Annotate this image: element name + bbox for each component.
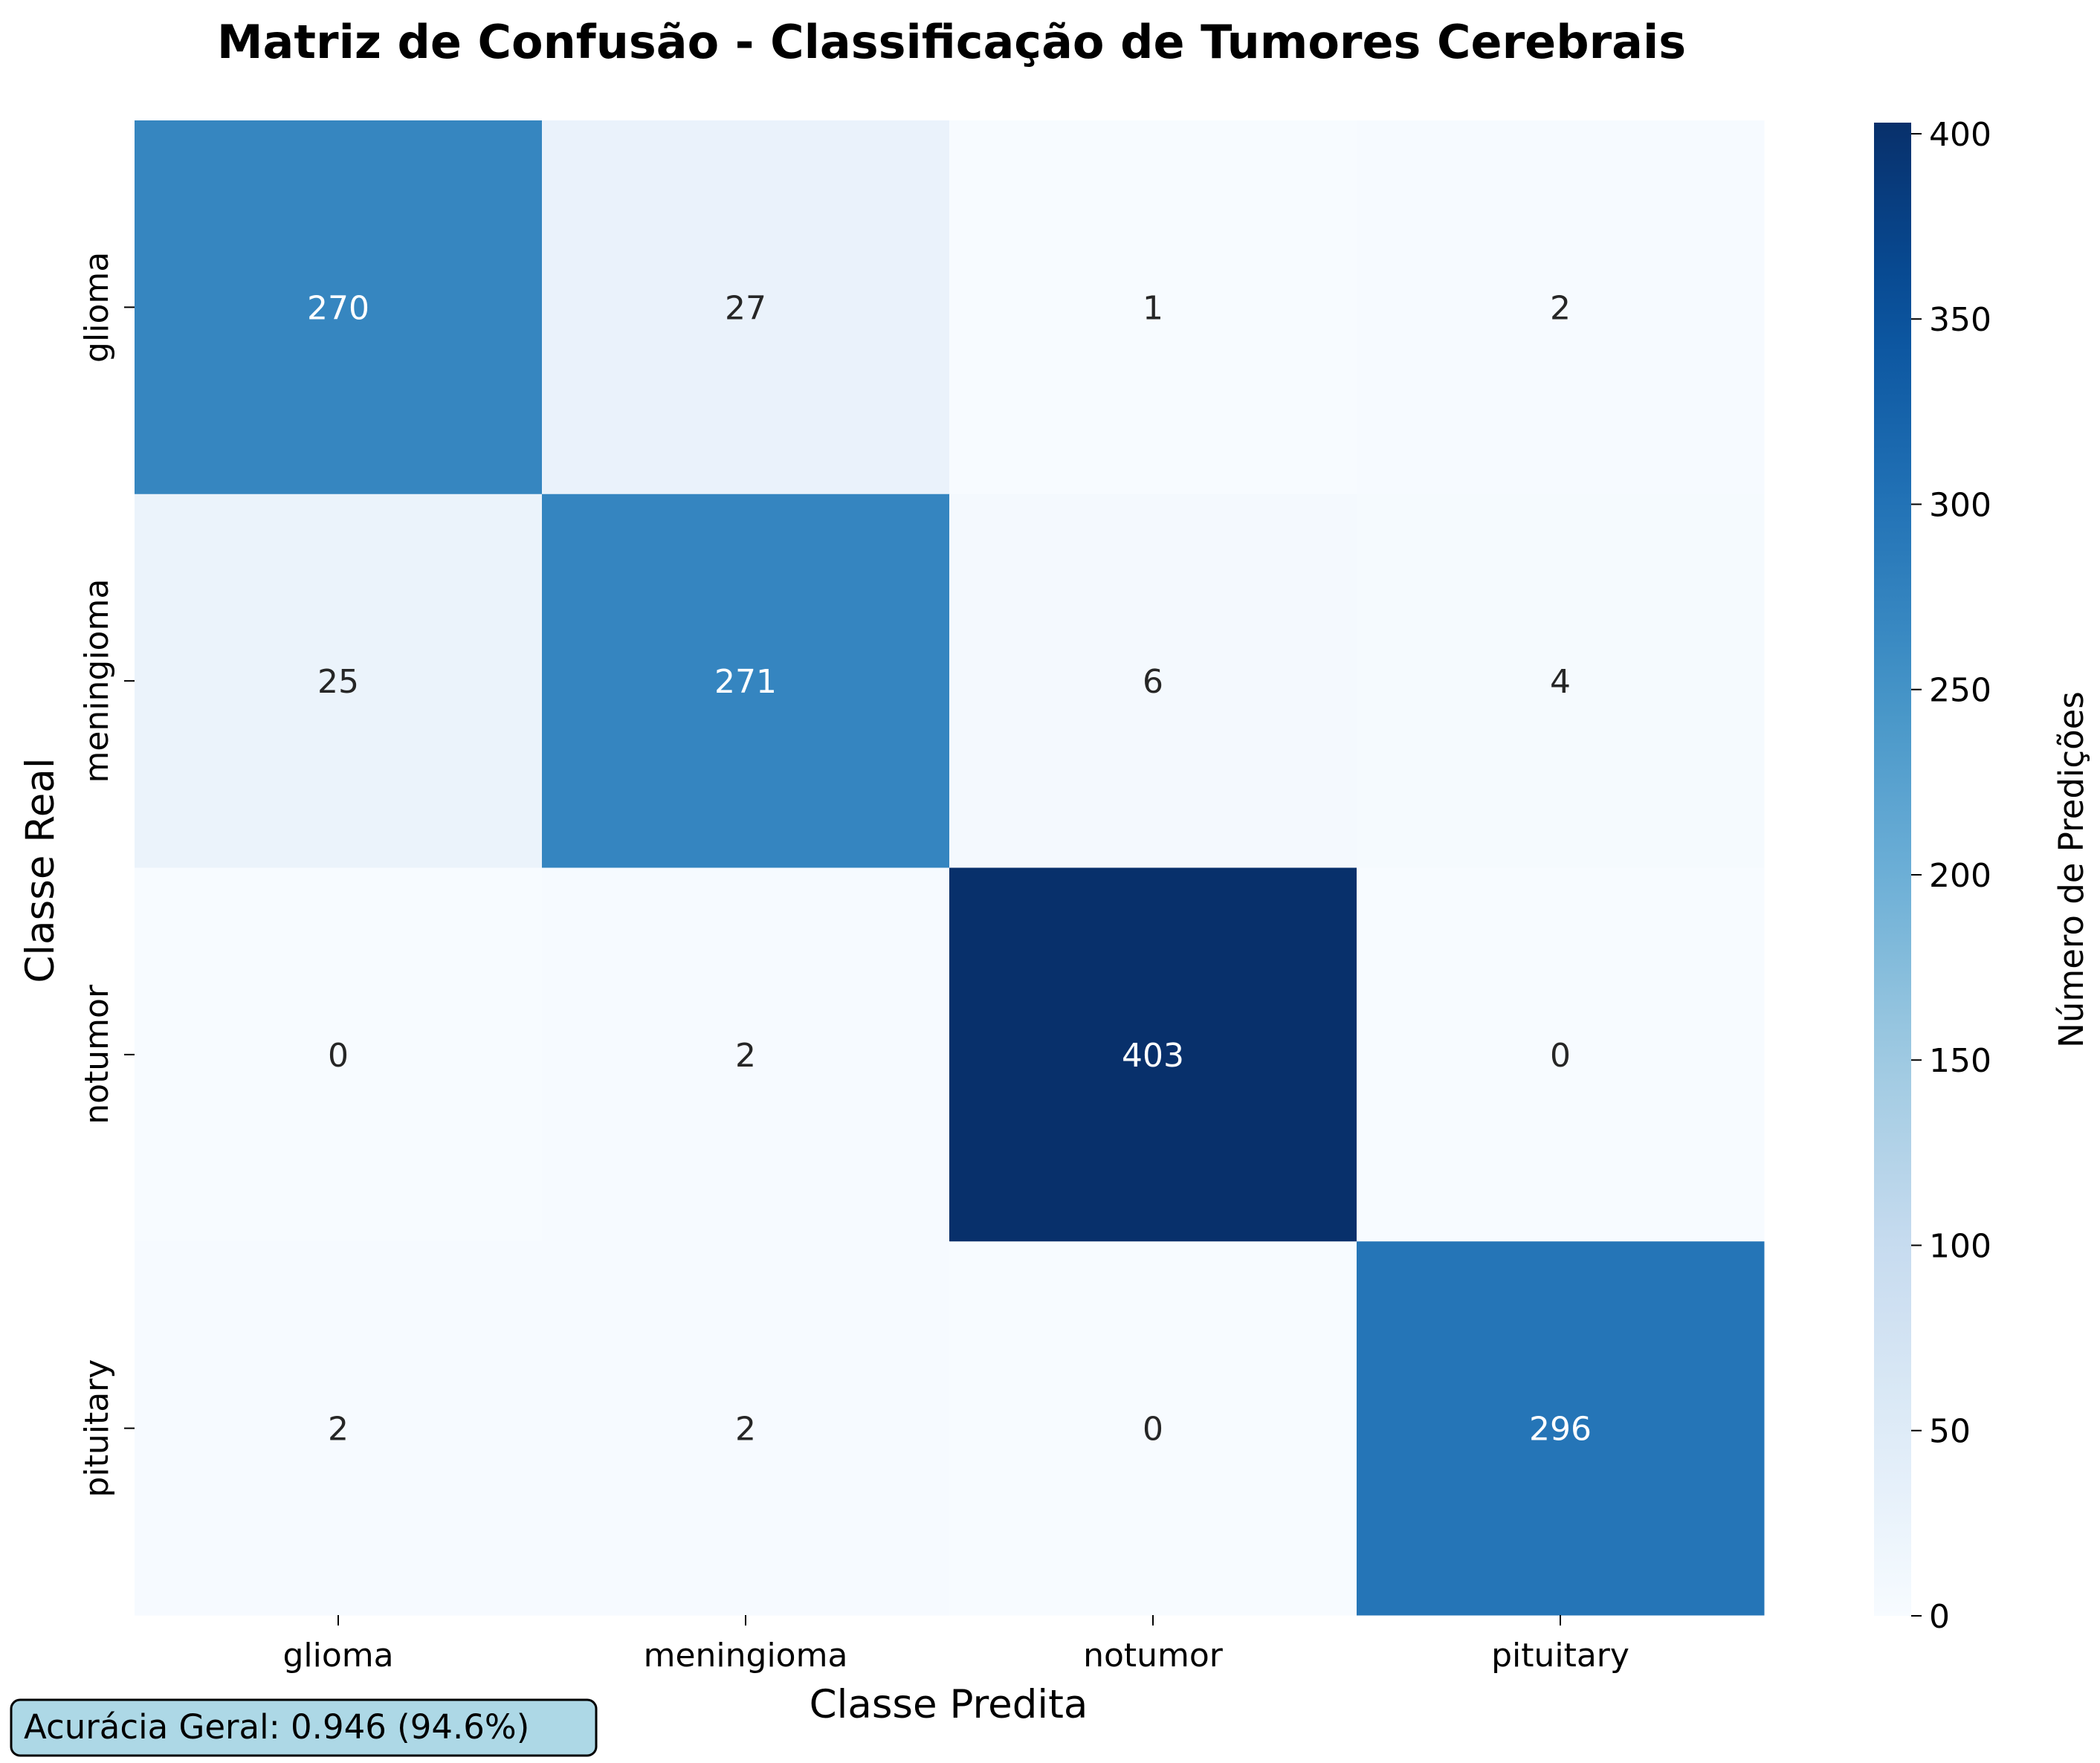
heatmap-cell xyxy=(949,494,1357,868)
heatmap-cell-label: 2 xyxy=(328,1411,349,1449)
heatmap-cell xyxy=(542,120,950,495)
x-tick-label: glioma xyxy=(282,1637,393,1675)
heatmap-cell xyxy=(135,1241,543,1616)
heatmap-cell-label: 296 xyxy=(1529,1411,1592,1449)
colorbar-ticks: 0 50 100 150 200 250 300 350 400 xyxy=(1911,116,1991,1636)
colorbar-tick-label: 0 xyxy=(1929,1598,1950,1636)
heatmap-cell xyxy=(1357,867,1765,1242)
colorbar-tick-label: 100 xyxy=(1929,1227,1991,1265)
heatmap-cell-label: 0 xyxy=(328,1037,349,1075)
accuracy-badge-box xyxy=(10,1698,598,1757)
y-axis: glioma meningioma notumor pituitary xyxy=(78,252,135,1498)
heatmap-cell-label: 1 xyxy=(1143,289,1163,327)
accuracy-badge-text: Acurácia Geral: 0.946 (94.6%) xyxy=(24,1707,529,1747)
heatmap-cell-label: 270 xyxy=(307,289,369,327)
x-axis: glioma meningioma notumor pituitary xyxy=(282,1615,1629,1675)
heatmap-cell xyxy=(1357,120,1765,495)
colorbar-tick-label: 250 xyxy=(1929,672,1991,710)
heatmap-cell-label: 403 xyxy=(1122,1037,1184,1075)
colorbar xyxy=(1874,123,1911,1616)
colorbar-tick-label: 50 xyxy=(1929,1413,1971,1451)
heatmap-cell-label: 0 xyxy=(1550,1037,1571,1075)
heatmap-cell xyxy=(949,867,1357,1242)
heatmap-cell-label: 271 xyxy=(714,663,777,701)
colorbar-tick-label: 400 xyxy=(1929,116,1991,154)
heatmap-cell xyxy=(135,494,543,868)
x-tick-label: pituitary xyxy=(1491,1637,1629,1675)
heatmap-cell-labels: 270 27 1 225 271 6 40 2 403 02 2 0 296 xyxy=(307,289,1592,1448)
heatmap-cell-label: 4 xyxy=(1550,663,1571,701)
y-tick-label: glioma xyxy=(78,252,116,363)
heatmap-cell-label: 6 xyxy=(1143,663,1163,701)
heatmap-cell-label: 0 xyxy=(1143,1411,1163,1449)
colorbar-tick-label: 200 xyxy=(1929,857,1991,895)
heatmap-cells xyxy=(135,120,1765,1616)
heatmap-cell-label: 2 xyxy=(735,1411,756,1449)
y-tick-label: pituitary xyxy=(78,1359,116,1498)
heatmap-cell xyxy=(135,867,543,1242)
accuracy-badge: Acurácia Geral: 0.946 (94.6%) xyxy=(10,1698,598,1757)
heatmap-cell xyxy=(135,120,543,495)
heatmap-cell-label: 27 xyxy=(725,289,766,327)
heatmap-cell xyxy=(542,867,950,1242)
colorbar-tick-label: 150 xyxy=(1929,1042,1991,1080)
y-axis-label: Classe Real xyxy=(18,757,63,983)
colorbar-label: Número de Predições xyxy=(2052,691,2091,1048)
y-tick-label: meningioma xyxy=(78,579,116,783)
chart-title: Matriz de Confusão - Classificação de Tu… xyxy=(217,15,1686,69)
colorbar-tick-label: 300 xyxy=(1929,486,1991,524)
heatmap-cell xyxy=(542,494,950,868)
x-axis-label: Classe Predita xyxy=(810,1682,1088,1727)
heatmap-cell-label: 25 xyxy=(317,663,359,701)
heatmap-cell xyxy=(1357,1241,1765,1616)
x-tick-label: notumor xyxy=(1083,1637,1224,1675)
x-tick-label: meningioma xyxy=(644,1637,848,1675)
heatmap-cell xyxy=(949,120,1357,495)
colorbar-tick-label: 350 xyxy=(1929,301,1991,339)
heatmap-cell xyxy=(542,1241,950,1616)
heatmap-cell xyxy=(949,1241,1357,1616)
heatmap-cell xyxy=(1357,494,1765,868)
heatmap-cell-label: 2 xyxy=(735,1037,756,1075)
y-tick-label: notumor xyxy=(78,984,116,1125)
heatmap-cell-label: 2 xyxy=(1550,289,1571,327)
